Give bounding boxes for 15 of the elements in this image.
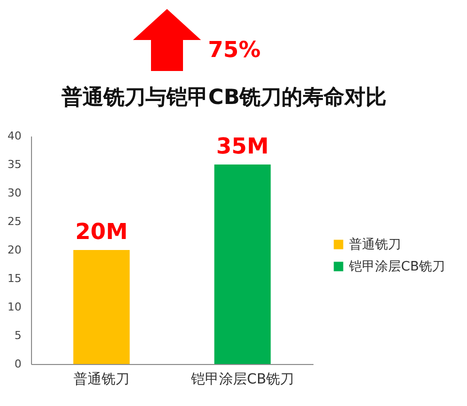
y-tick-label: 0	[14, 358, 22, 370]
y-tick-label: 5	[14, 329, 22, 342]
y-tick-label: 30	[8, 186, 22, 200]
legend-label: 普通铣刀	[349, 236, 401, 252]
y-tick-label: 35	[8, 158, 22, 171]
data-label: 20M	[75, 220, 128, 245]
y-tick-label: 10	[8, 300, 22, 314]
legend-label: 铠甲涂层CB铣刀	[348, 260, 445, 274]
y-tick-label: 20	[8, 244, 22, 256]
text: 75%	[208, 38, 261, 64]
y-tick-label: 25	[8, 215, 22, 228]
data-label: 35M	[216, 134, 269, 160]
y-tick-label: 15	[8, 272, 22, 285]
y-tick-label: 40	[8, 130, 22, 142]
chart-title: 普通铣刀与铠甲CB铣刀的寿命对比	[60, 85, 387, 109]
